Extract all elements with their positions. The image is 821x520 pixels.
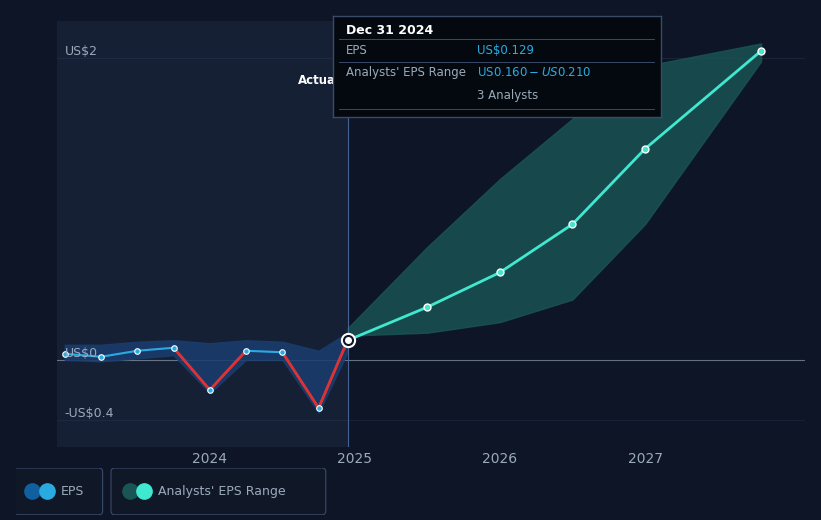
Text: US$0.160 - US$0.210: US$0.160 - US$0.210 <box>477 66 591 79</box>
Text: Analysts' EPS Range: Analysts' EPS Range <box>346 66 466 79</box>
FancyBboxPatch shape <box>13 468 103 515</box>
Text: Analysts' EPS Range: Analysts' EPS Range <box>158 485 286 498</box>
Text: US$0: US$0 <box>65 347 98 360</box>
Text: 3 Analysts: 3 Analysts <box>477 88 539 101</box>
Bar <box>57 21 347 447</box>
Text: EPS: EPS <box>346 44 367 57</box>
Text: Dec 31 2024: Dec 31 2024 <box>346 24 433 37</box>
FancyBboxPatch shape <box>111 468 326 515</box>
Text: US$2: US$2 <box>65 45 98 58</box>
Text: -US$0.4: -US$0.4 <box>65 407 114 420</box>
Text: Actual: Actual <box>298 73 341 86</box>
Text: US$0.129: US$0.129 <box>477 44 534 57</box>
Text: Analysts Forecasts: Analysts Forecasts <box>355 73 465 86</box>
Text: EPS: EPS <box>61 485 84 498</box>
